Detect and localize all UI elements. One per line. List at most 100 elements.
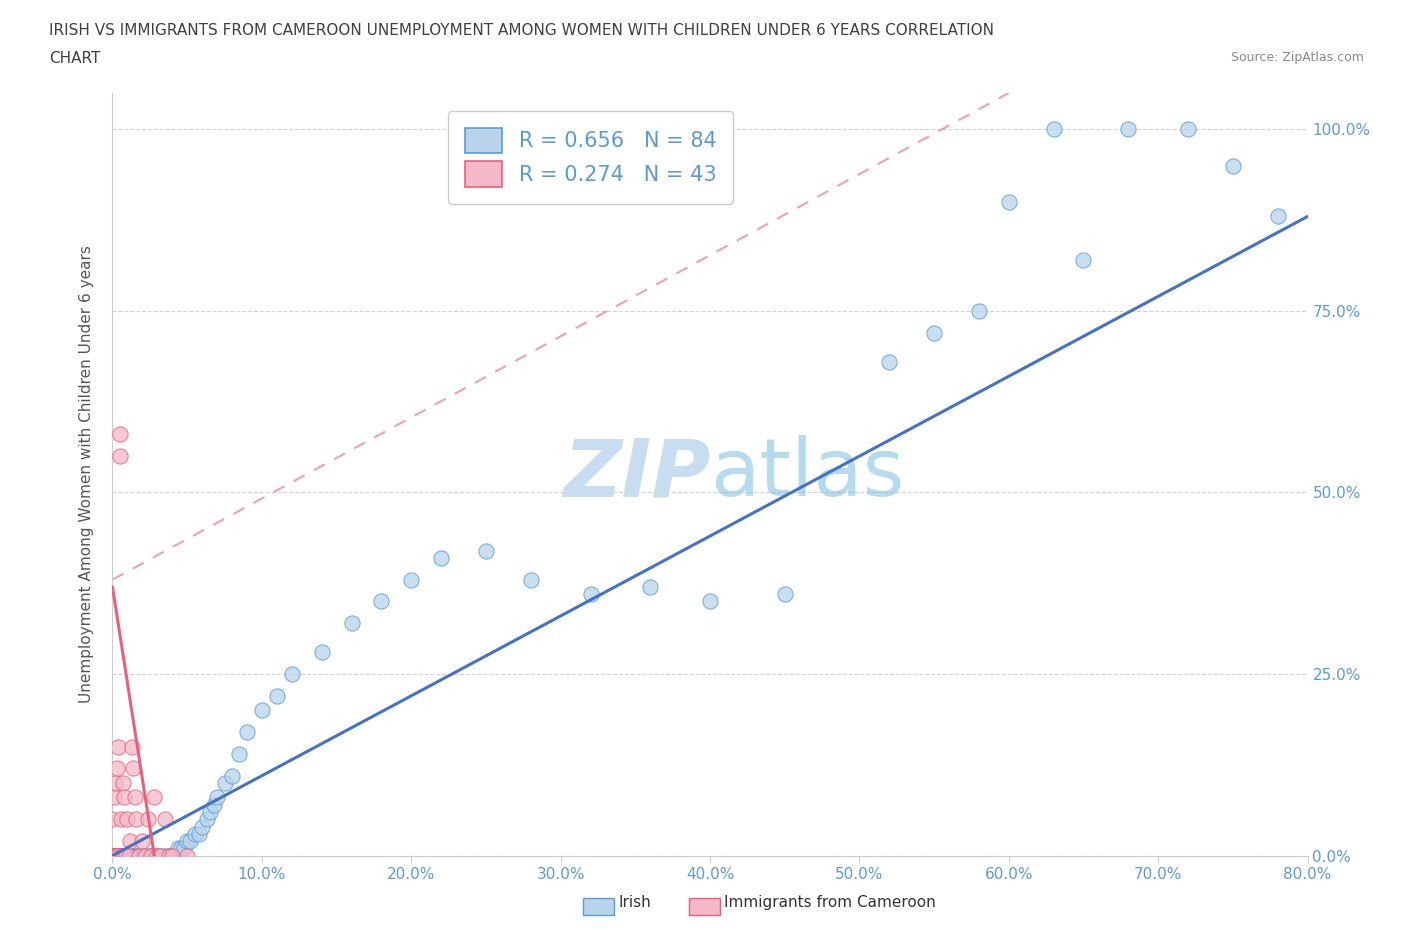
Point (401, 572, 423, 587)
Point (879, 354, 901, 369)
Point (114, 848, 135, 863)
Point (115, 848, 138, 863)
Point (128, 848, 150, 863)
Point (430, 551, 453, 565)
Point (103, 848, 125, 863)
Point (108, 848, 131, 863)
Point (1177, 122, 1199, 137)
Point (101, 848, 124, 863)
Point (101, 848, 124, 863)
Point (167, 841, 190, 856)
Point (1073, 253, 1095, 268)
Point (179, 833, 201, 848)
Point (115, 848, 138, 863)
Point (121, 848, 143, 863)
Point (150, 848, 173, 863)
Point (134, 848, 156, 863)
Point (149, 848, 172, 863)
Point (266, 688, 288, 703)
Point (141, 848, 163, 863)
Point (111, 848, 134, 863)
Point (129, 848, 152, 863)
Point (107, 739, 129, 754)
Point (103, 790, 125, 805)
Point (122, 761, 145, 776)
Point (149, 848, 172, 863)
Legend: R = 0.656   N = 84, R = 0.274   N = 43: R = 0.656 N = 84, R = 0.274 N = 43 (449, 111, 733, 204)
Point (141, 848, 163, 863)
Point (117, 848, 139, 863)
Point (146, 848, 169, 863)
Point (157, 848, 180, 863)
Point (125, 848, 148, 863)
Point (340, 616, 363, 631)
Point (122, 848, 145, 863)
Point (214, 776, 236, 790)
Point (132, 848, 155, 863)
Point (699, 594, 721, 609)
Point (118, 848, 141, 863)
Point (1222, 158, 1244, 173)
Point (170, 841, 193, 856)
Point (1118, 122, 1140, 137)
Point (162, 848, 183, 863)
Point (111, 848, 134, 863)
Point (311, 644, 333, 659)
Point (114, 790, 135, 805)
Point (228, 747, 250, 762)
Point (176, 833, 198, 848)
Point (108, 848, 131, 863)
Point (110, 848, 132, 863)
Point (143, 848, 166, 863)
Point (107, 848, 129, 863)
Point (117, 848, 139, 863)
Point (120, 833, 142, 848)
Point (370, 594, 392, 609)
Point (127, 848, 149, 863)
Point (101, 848, 124, 863)
Text: IRISH VS IMMIGRANTS FROM CAMEROON UNEMPLOYMENT AMONG WOMEN WITH CHILDREN UNDER 6: IRISH VS IMMIGRANTS FROM CAMEROON UNEMPL… (49, 23, 994, 38)
Point (121, 739, 143, 754)
Point (143, 790, 166, 805)
Point (176, 848, 198, 863)
Point (139, 848, 162, 863)
Point (520, 572, 543, 587)
Point (120, 848, 142, 863)
Point (250, 703, 273, 718)
Point (773, 587, 796, 602)
Point (103, 848, 125, 863)
Point (101, 848, 124, 863)
Point (104, 848, 127, 863)
Point (967, 303, 990, 318)
Point (205, 790, 228, 805)
Point (1267, 209, 1289, 224)
Point (104, 848, 127, 863)
Point (191, 819, 214, 834)
Point (134, 848, 156, 863)
Point (142, 848, 165, 863)
Point (236, 724, 259, 739)
Point (131, 833, 153, 848)
Point (107, 848, 129, 863)
Point (173, 841, 195, 856)
Point (475, 543, 498, 558)
Point (640, 579, 662, 594)
Text: Source: ZipAtlas.com: Source: ZipAtlas.com (1230, 51, 1364, 64)
Point (183, 827, 205, 842)
Point (110, 848, 132, 863)
Point (111, 776, 134, 790)
Point (146, 848, 169, 863)
Point (101, 848, 124, 863)
Point (281, 667, 304, 682)
Point (157, 848, 180, 863)
Point (110, 812, 132, 827)
Point (998, 194, 1021, 209)
Text: Immigrants from Cameroon: Immigrants from Cameroon (724, 895, 936, 910)
Point (165, 848, 187, 863)
Point (105, 848, 128, 863)
Point (108, 448, 131, 463)
Point (922, 326, 945, 340)
Point (105, 848, 128, 863)
Point (138, 812, 160, 827)
Point (104, 776, 127, 790)
